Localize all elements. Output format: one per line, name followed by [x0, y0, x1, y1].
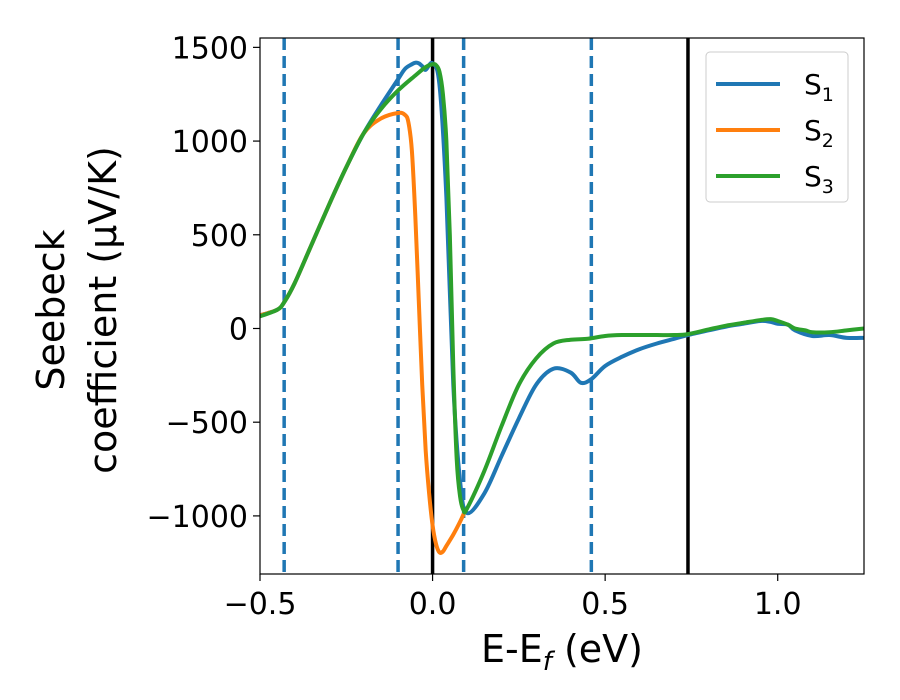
- x-axis-title: E-Ef (eV): [481, 627, 643, 677]
- y-tick-label: −1000: [147, 500, 248, 535]
- reference-lines: [282, 38, 690, 574]
- plot-frame: [259, 37, 865, 575]
- legend-label-s2: S2: [804, 114, 834, 152]
- series-line-s3: [260, 62, 864, 515]
- legend-box: [705, 51, 849, 203]
- y-tick-label: 0: [229, 312, 248, 347]
- legend-label-s3: S3: [804, 160, 834, 198]
- x-tick-label: −0.5: [224, 587, 297, 622]
- y-axis-title-line1: Seebeck: [29, 229, 73, 390]
- x-tick-label: 0.5: [581, 587, 629, 622]
- legend-label-s1: S1: [804, 68, 834, 106]
- y-axis-title: Seebeck coefficient (μV/K): [29, 146, 125, 474]
- x-tick-label: 1.0: [754, 587, 802, 622]
- x-tick-label: 0.0: [409, 587, 457, 622]
- y-tick-label: −500: [166, 406, 248, 441]
- legend: S1 S2 S3: [705, 51, 849, 203]
- y-tick-label: 500: [191, 219, 248, 254]
- y-axis-title-line2: coefficient (μV/K): [81, 146, 125, 474]
- y-tick-label: 1000: [172, 125, 248, 160]
- series-layer: [260, 60, 864, 555]
- x-axis: −0.5 0.0 0.5 1.0: [224, 574, 802, 622]
- y-tick-label: 1500: [172, 31, 248, 66]
- x-axis-title-unit: (eV): [552, 627, 643, 671]
- x-axis-title-main: E-E: [481, 627, 543, 671]
- y-axis: 1500 1000 500 0 −500 −1000: [147, 31, 260, 535]
